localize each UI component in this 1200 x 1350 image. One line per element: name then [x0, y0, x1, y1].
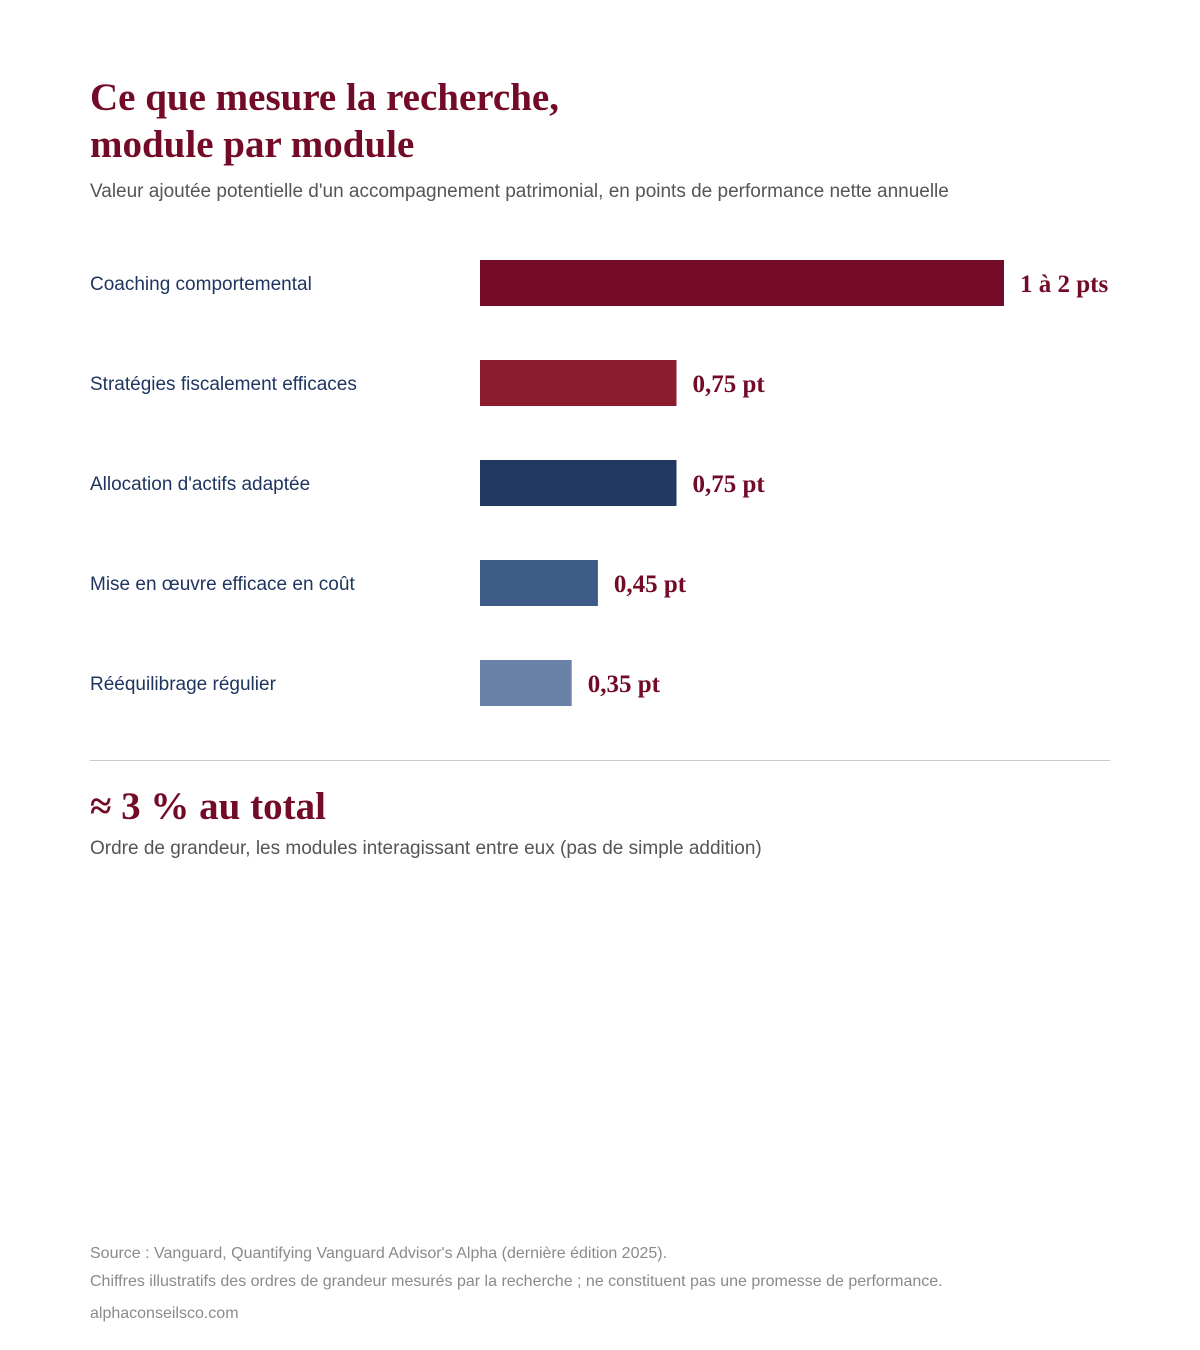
- value-label: 0,75 pt: [693, 471, 766, 498]
- source-note: Source : Vanguard, Quantifying Vanguard …: [90, 1245, 668, 1262]
- bar: [480, 560, 598, 606]
- category-label: Mise en œuvre efficace en coût: [90, 574, 355, 595]
- bar: [480, 360, 677, 406]
- bar: [480, 460, 677, 506]
- total-note: Ordre de grandeur, les modules interagis…: [90, 838, 762, 859]
- chart-subtitle: Valeur ajoutée potentielle d'un accompag…: [90, 181, 949, 202]
- category-label: Stratégies fiscalement efficaces: [90, 374, 357, 395]
- total-value: ≈ 3 % au total: [90, 785, 326, 828]
- category-label: Allocation d'actifs adaptée: [90, 474, 310, 495]
- value-label: 0,75 pt: [693, 371, 766, 398]
- value-label: 0,45 pt: [614, 571, 687, 598]
- divider: [90, 760, 1110, 761]
- value-label: 0,35 pt: [588, 671, 661, 698]
- category-label: Rééquilibrage régulier: [90, 674, 277, 695]
- bar: [480, 660, 572, 706]
- chart-title-line2: module par module: [90, 123, 415, 166]
- chart-title-line1: Ce que mesure la recherche,: [90, 76, 559, 119]
- category-label: Coaching comportemental: [90, 274, 312, 295]
- bar-chart: Coaching comportemental 1 à 2 pts Stratégi…: [90, 260, 1108, 706]
- website-link[interactable]: alphaconseilsco.com: [90, 1305, 239, 1322]
- value-label: 1 à 2 pts: [1020, 271, 1108, 298]
- bar: [480, 260, 1004, 306]
- chart-title: Ce que mesure la recherche, module par m…: [90, 74, 790, 168]
- disclaimer-note: Chiffres illustratifs des ordres de gran…: [90, 1273, 943, 1290]
